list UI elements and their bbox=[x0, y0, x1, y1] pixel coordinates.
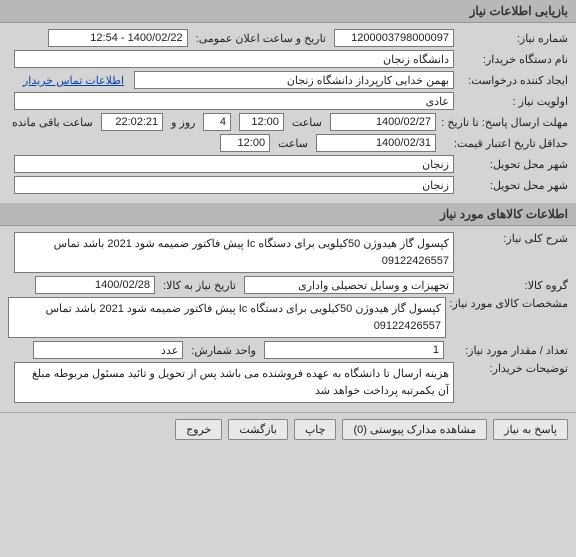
need-number-label: شماره نیاز: bbox=[458, 32, 568, 45]
row-qty: تعداد / مقدار مورد نیاز: 1 واحد شمارش: ع… bbox=[8, 341, 568, 359]
section-header-need-info: بازیابی اطلاعات نیاز bbox=[0, 0, 576, 23]
remaining-hours-label: ساعت باقی مانده bbox=[8, 116, 97, 129]
row-specs: مشخصات کالای مورد نیاز: کپسول گاز هیدوژن… bbox=[8, 297, 568, 338]
section-header-goods-info: اطلاعات کالاهای مورد نیاز bbox=[0, 203, 576, 226]
price-validity-label: حداقل تاریخ اعتبار قیمت: bbox=[440, 137, 568, 150]
priority-field: عادی bbox=[14, 92, 454, 110]
need-number-field: 1200003798000097 bbox=[334, 29, 454, 47]
goods-group-field: تجهیزات و وسایل تحصیلی واداری bbox=[244, 276, 454, 294]
row-price-validity: حداقل تاریخ اعتبار قیمت: 1400/02/31 ساعت… bbox=[8, 134, 568, 152]
announce-label: تاریخ و ساعت اعلان عمومی: bbox=[192, 32, 330, 45]
unit-count-label: واحد شمارش: bbox=[187, 344, 260, 357]
remaining-days-label: روز و bbox=[167, 116, 199, 129]
need-until-field: 1400/02/28 bbox=[35, 276, 155, 294]
specs-label: مشخصات کالای مورد نیاز: bbox=[450, 297, 568, 310]
remaining-days-field: 4 bbox=[203, 113, 230, 131]
buyer-org-field: دانشگاه زنجان bbox=[14, 50, 454, 68]
print-button[interactable]: چاپ bbox=[294, 419, 337, 440]
creator-label: ایجاد کننده درخواست: bbox=[458, 74, 568, 87]
need-info-form: شماره نیاز: 1200003798000097 تاریخ و ساع… bbox=[0, 23, 576, 203]
row-deadline: مهلت ارسال پاسخ: تا تاریخ : 1400/02/27 س… bbox=[8, 113, 568, 131]
footer-buttons: پاسخ به نیاز مشاهده مدارک پیوستی (0) چاپ… bbox=[0, 412, 576, 446]
price-validity-time-field: 12:00 bbox=[220, 134, 270, 152]
delivery-city-label: شهر محل تحویل: bbox=[458, 158, 568, 171]
row-general-desc: شرح کلی نیاز: کپسول گاز هیدوژن 50کیلویی … bbox=[8, 232, 568, 273]
buyer-notes-label: توضیحات خریدار: bbox=[458, 362, 568, 375]
back-button[interactable]: بازگشت bbox=[228, 419, 288, 440]
remaining-time-field: 22:02:21 bbox=[101, 113, 163, 131]
price-validity-saat-label: ساعت bbox=[274, 137, 312, 150]
need-until-label: تاریخ نیاز به کالا: bbox=[159, 279, 240, 292]
goods-group-label: گروه کالا: bbox=[458, 279, 568, 292]
qty-field: 1 bbox=[264, 341, 444, 359]
page-container: بازیابی اطلاعات نیاز شماره نیاز: 1200003… bbox=[0, 0, 576, 446]
qty-label: تعداد / مقدار مورد نیاز: bbox=[448, 344, 568, 357]
row-delivery-city2: شهر محل تحویل: زنجان bbox=[8, 176, 568, 194]
deadline-date-field: 1400/02/27 bbox=[330, 113, 436, 131]
deadline-label: مهلت ارسال پاسخ: تا تاریخ : bbox=[440, 116, 568, 129]
specs-field: کپسول گاز هیدوژن 50کیلویی برای دستگاه Ic… bbox=[8, 297, 446, 338]
row-priority: اولویت نیاز : عادی bbox=[8, 92, 568, 110]
row-goods-group: گروه کالا: تجهیزات و وسایل تحصیلی واداری… bbox=[8, 276, 568, 294]
priority-label: اولویت نیاز : bbox=[458, 95, 568, 108]
announce-field: 1400/02/22 - 12:54 bbox=[48, 29, 188, 47]
row-need-number: شماره نیاز: 1200003798000097 تاریخ و ساع… bbox=[8, 29, 568, 47]
delivery-city-field: زنجان bbox=[14, 155, 454, 173]
price-validity-date-field: 1400/02/31 bbox=[316, 134, 436, 152]
buyer-org-label: نام دستگاه خریدار: bbox=[458, 53, 568, 66]
contact-buyer-link[interactable]: اطلاعات تماس خریدار bbox=[23, 74, 124, 87]
attachments-button[interactable]: مشاهده مدارک پیوستی (0) bbox=[342, 419, 487, 440]
reply-button[interactable]: پاسخ به نیاز bbox=[493, 419, 568, 440]
goods-info-form: شرح کلی نیاز: کپسول گاز هیدوژن 50کیلویی … bbox=[0, 226, 576, 412]
delivery-city2-label: شهر محل تحویل: bbox=[458, 179, 568, 192]
row-delivery-city: شهر محل تحویل: زنجان bbox=[8, 155, 568, 173]
general-desc-label: شرح کلی نیاز: bbox=[458, 232, 568, 245]
row-buyer-notes: توضیحات خریدار: هزینه ارسال تا دانشگاه ب… bbox=[8, 362, 568, 403]
row-creator: ایجاد کننده درخواست: بهمن خدایی کارپرداز… bbox=[8, 71, 568, 89]
deadline-time-field: 12:00 bbox=[239, 113, 284, 131]
exit-button[interactable]: خروج bbox=[175, 419, 222, 440]
general-desc-field: کپسول گاز هیدوژن 50کیلویی برای دستگاه Ic… bbox=[14, 232, 454, 273]
creator-field: بهمن خدایی کارپرداز دانشگاه زنجان bbox=[134, 71, 454, 89]
row-buyer-org: نام دستگاه خریدار: دانشگاه زنجان bbox=[8, 50, 568, 68]
unit-field: عدد bbox=[33, 341, 183, 359]
buyer-notes-field: هزینه ارسال تا دانشگاه به عهده فروشنده م… bbox=[14, 362, 454, 403]
deadline-saat-label: ساعت bbox=[288, 116, 326, 129]
delivery-city2-field: زنجان bbox=[14, 176, 454, 194]
